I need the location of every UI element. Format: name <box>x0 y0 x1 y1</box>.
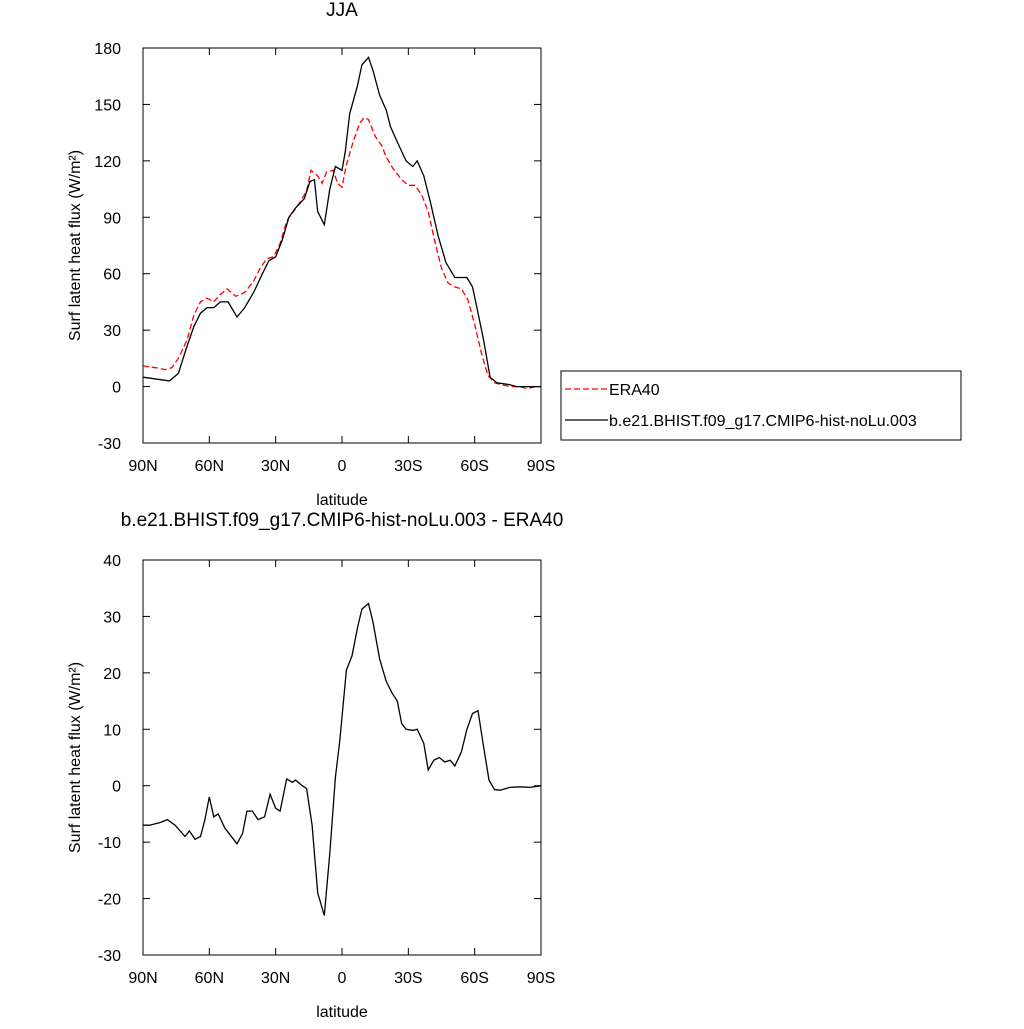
legend-box <box>560 370 962 441</box>
y-tick-label: 30 <box>103 609 121 626</box>
x-tick-label: 30S <box>394 458 422 475</box>
y-axis-label: Surf latent heat flux (W/m²) <box>67 662 84 853</box>
x-tick-label: 90S <box>527 970 555 987</box>
plot-frame <box>142 559 542 956</box>
y-tick-label: 40 <box>103 553 121 570</box>
y-tick-label: 20 <box>103 666 121 683</box>
y-tick-label: 120 <box>94 154 121 171</box>
x-tick-label: 60N <box>195 970 224 987</box>
x-tick-label: 30N <box>261 458 290 475</box>
x-tick-label: 90S <box>527 458 555 475</box>
legend-label: b.e21.BHIST.f09_g17.CMIP6-hist-noLu.003 <box>609 413 917 430</box>
y-tick-label: 30 <box>103 323 121 340</box>
y-tick-label: 0 <box>112 380 121 397</box>
data-line <box>142 56 541 388</box>
y-axis-label: Surf latent heat flux (W/m²) <box>67 150 84 341</box>
y-tick-label: 0 <box>112 779 121 796</box>
y-tick-label: -20 <box>98 892 121 909</box>
data-line <box>142 116 541 390</box>
x-tick-label: 90N <box>128 970 157 987</box>
y-tick-label: -10 <box>98 835 121 852</box>
y-tick-label: -30 <box>98 948 121 965</box>
chart-title: b.e21.BHIST.f09_g17.CMIP6-hist-noLu.003 … <box>121 510 564 531</box>
y-tick-label: -30 <box>98 436 121 453</box>
y-tick-label: 150 <box>94 97 121 114</box>
x-axis-label: latitude <box>316 492 368 509</box>
y-tick-label: 10 <box>103 722 121 739</box>
y-tick-label: 180 <box>94 41 121 58</box>
x-tick-label: 0 <box>338 458 347 475</box>
data-line <box>143 602 542 916</box>
x-axis-label: latitude <box>316 1004 368 1021</box>
x-tick-label: 30N <box>261 970 290 987</box>
y-tick-label: 60 <box>103 267 121 284</box>
x-tick-label: 90N <box>128 458 157 475</box>
x-tick-label: 60S <box>460 458 488 475</box>
x-tick-label: 30S <box>394 970 422 987</box>
x-tick-label: 0 <box>338 970 347 987</box>
y-tick-label: 90 <box>103 210 121 227</box>
x-tick-label: 60S <box>460 970 488 987</box>
x-tick-label: 60N <box>195 458 224 475</box>
legend-label: ERA40 <box>609 382 660 399</box>
plot-frame <box>142 47 542 444</box>
chart-title: JJA <box>326 0 358 21</box>
